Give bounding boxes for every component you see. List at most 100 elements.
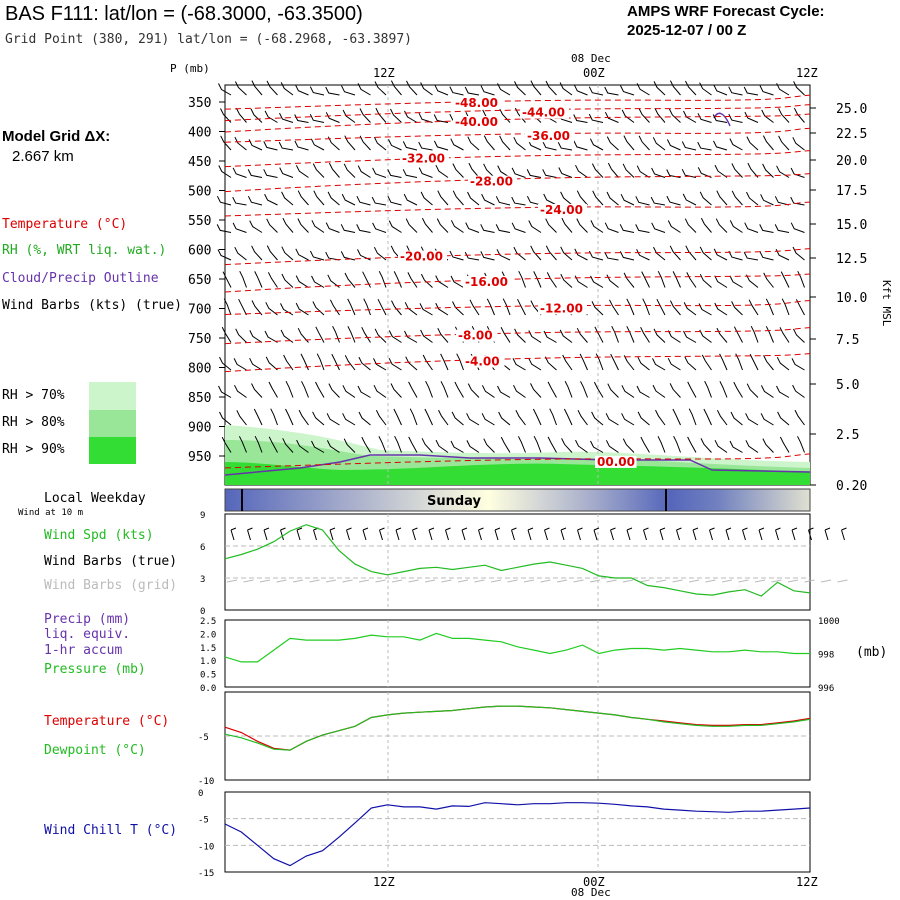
surface-wind-barb	[362, 527, 369, 541]
isotherm-label: -8.00	[458, 329, 493, 343]
wind-barb	[573, 140, 588, 151]
wind-barb	[342, 413, 356, 426]
wind-barb	[511, 196, 526, 206]
surface-wind-barb	[577, 527, 583, 541]
wind-barb	[421, 217, 433, 233]
wind-barb	[511, 222, 526, 233]
wind-barb	[760, 385, 774, 398]
pressure-tick-right: 996	[818, 684, 834, 694]
wind-barb	[295, 248, 309, 261]
wind-barb	[407, 272, 418, 288]
height-axis-title: Kft MSL	[880, 280, 893, 327]
wind-barb	[714, 275, 728, 288]
legend-wind-barbs-true: Wind Barbs (true)	[44, 554, 178, 569]
legend-wind-barbs-grid: Wind Barbs (grid)	[44, 578, 178, 593]
wind-barb	[797, 436, 805, 453]
wind-barb	[298, 409, 309, 426]
wind-barb	[776, 83, 790, 96]
wind-barb	[564, 380, 573, 398]
time-label-bottom: 00Z	[583, 875, 605, 889]
wind-barb	[344, 355, 356, 371]
wind-barb	[669, 80, 681, 96]
wind-barb	[667, 357, 681, 371]
surface-grid-wind-barb	[820, 579, 832, 583]
wind-barb	[592, 190, 604, 206]
wind-barb	[792, 384, 805, 398]
model-grid-label: Model Grid ΔX:	[2, 128, 111, 145]
wind-barb	[745, 413, 759, 426]
wind-barb	[573, 114, 588, 123]
wind-barb	[436, 218, 449, 233]
wind-barb	[515, 409, 526, 426]
surface-grid-wind-barb	[606, 579, 617, 583]
wind-barb	[588, 113, 604, 123]
wind-barb	[792, 246, 805, 261]
wind-barb	[315, 381, 325, 398]
wind-barb	[743, 86, 759, 96]
wind-barb	[781, 298, 790, 316]
wind-barb	[636, 249, 650, 261]
surface-grid-wind-barb	[457, 579, 469, 583]
surface-wind-barb	[280, 527, 286, 541]
surface-grid-wind-barb	[408, 579, 419, 583]
isotherm-label-bg	[520, 106, 569, 119]
isotherm-label-bg	[538, 302, 587, 315]
wind-barb	[684, 218, 697, 233]
height-tick-label: 10.0	[836, 291, 867, 306]
wind-barb	[653, 328, 666, 343]
wind-barb	[468, 162, 480, 178]
rh-80-label: RH > 80%	[2, 415, 65, 430]
wind-barb	[344, 272, 356, 288]
surface-grid-wind-barb	[375, 579, 386, 583]
wind-barb	[511, 167, 526, 178]
surface-wind-barb	[659, 527, 666, 541]
wind-barb	[495, 196, 511, 206]
wind-barb	[733, 381, 743, 398]
date-label-bottom: 08 Dec	[571, 886, 611, 899]
wind-barb	[450, 138, 464, 151]
surface-wind-barb	[461, 527, 468, 541]
height-tick-label: 15.0	[836, 218, 867, 233]
isotherm-label-bg	[468, 175, 517, 188]
temperature-tick: -5	[198, 733, 209, 743]
wind-barb	[375, 409, 387, 426]
wind-barb	[607, 383, 619, 398]
wind-barb	[652, 358, 666, 371]
wind-barb	[310, 138, 325, 151]
wind-barb	[466, 413, 480, 426]
wind-barb	[728, 250, 743, 261]
surface-grid-wind-barb	[738, 579, 749, 583]
wind-barb	[440, 353, 449, 371]
wind-barb	[653, 246, 666, 261]
pressure-line	[224, 632, 810, 663]
wind-barb	[387, 195, 402, 206]
cycle-label: AMPS WRF Forecast Cycle:	[627, 3, 825, 20]
wind-barb	[517, 298, 526, 316]
wind-barb	[267, 272, 278, 288]
windchill-panel-frame	[224, 791, 811, 873]
wind-barb	[731, 163, 743, 178]
rh-90-area	[225, 462, 810, 485]
wind-barb	[763, 272, 774, 288]
wind-barb	[402, 141, 418, 151]
pressure-tick-label: 350	[188, 96, 211, 111]
wind-barb	[681, 141, 697, 151]
wind-barb	[526, 195, 542, 206]
wind-barb	[499, 135, 511, 151]
isotherm-line	[224, 127, 811, 143]
wind-barb	[731, 190, 743, 206]
wind-barb	[281, 246, 294, 261]
wind-barb	[746, 383, 759, 398]
wind-barb	[250, 108, 263, 123]
legend-wind-chill: Wind Chill T (°C)	[44, 823, 178, 838]
wind-barb	[530, 80, 542, 96]
surface-wind-barb	[329, 527, 336, 541]
wind-barb	[372, 222, 387, 233]
wind-speed-tick: 3	[200, 575, 205, 585]
wind-barb	[325, 86, 340, 96]
isotherm-line	[224, 113, 811, 133]
surface-grid-wind-barb	[507, 579, 518, 583]
wind-barb	[309, 86, 325, 96]
wind-barb	[265, 356, 278, 371]
surface-wind-barb	[626, 527, 633, 541]
